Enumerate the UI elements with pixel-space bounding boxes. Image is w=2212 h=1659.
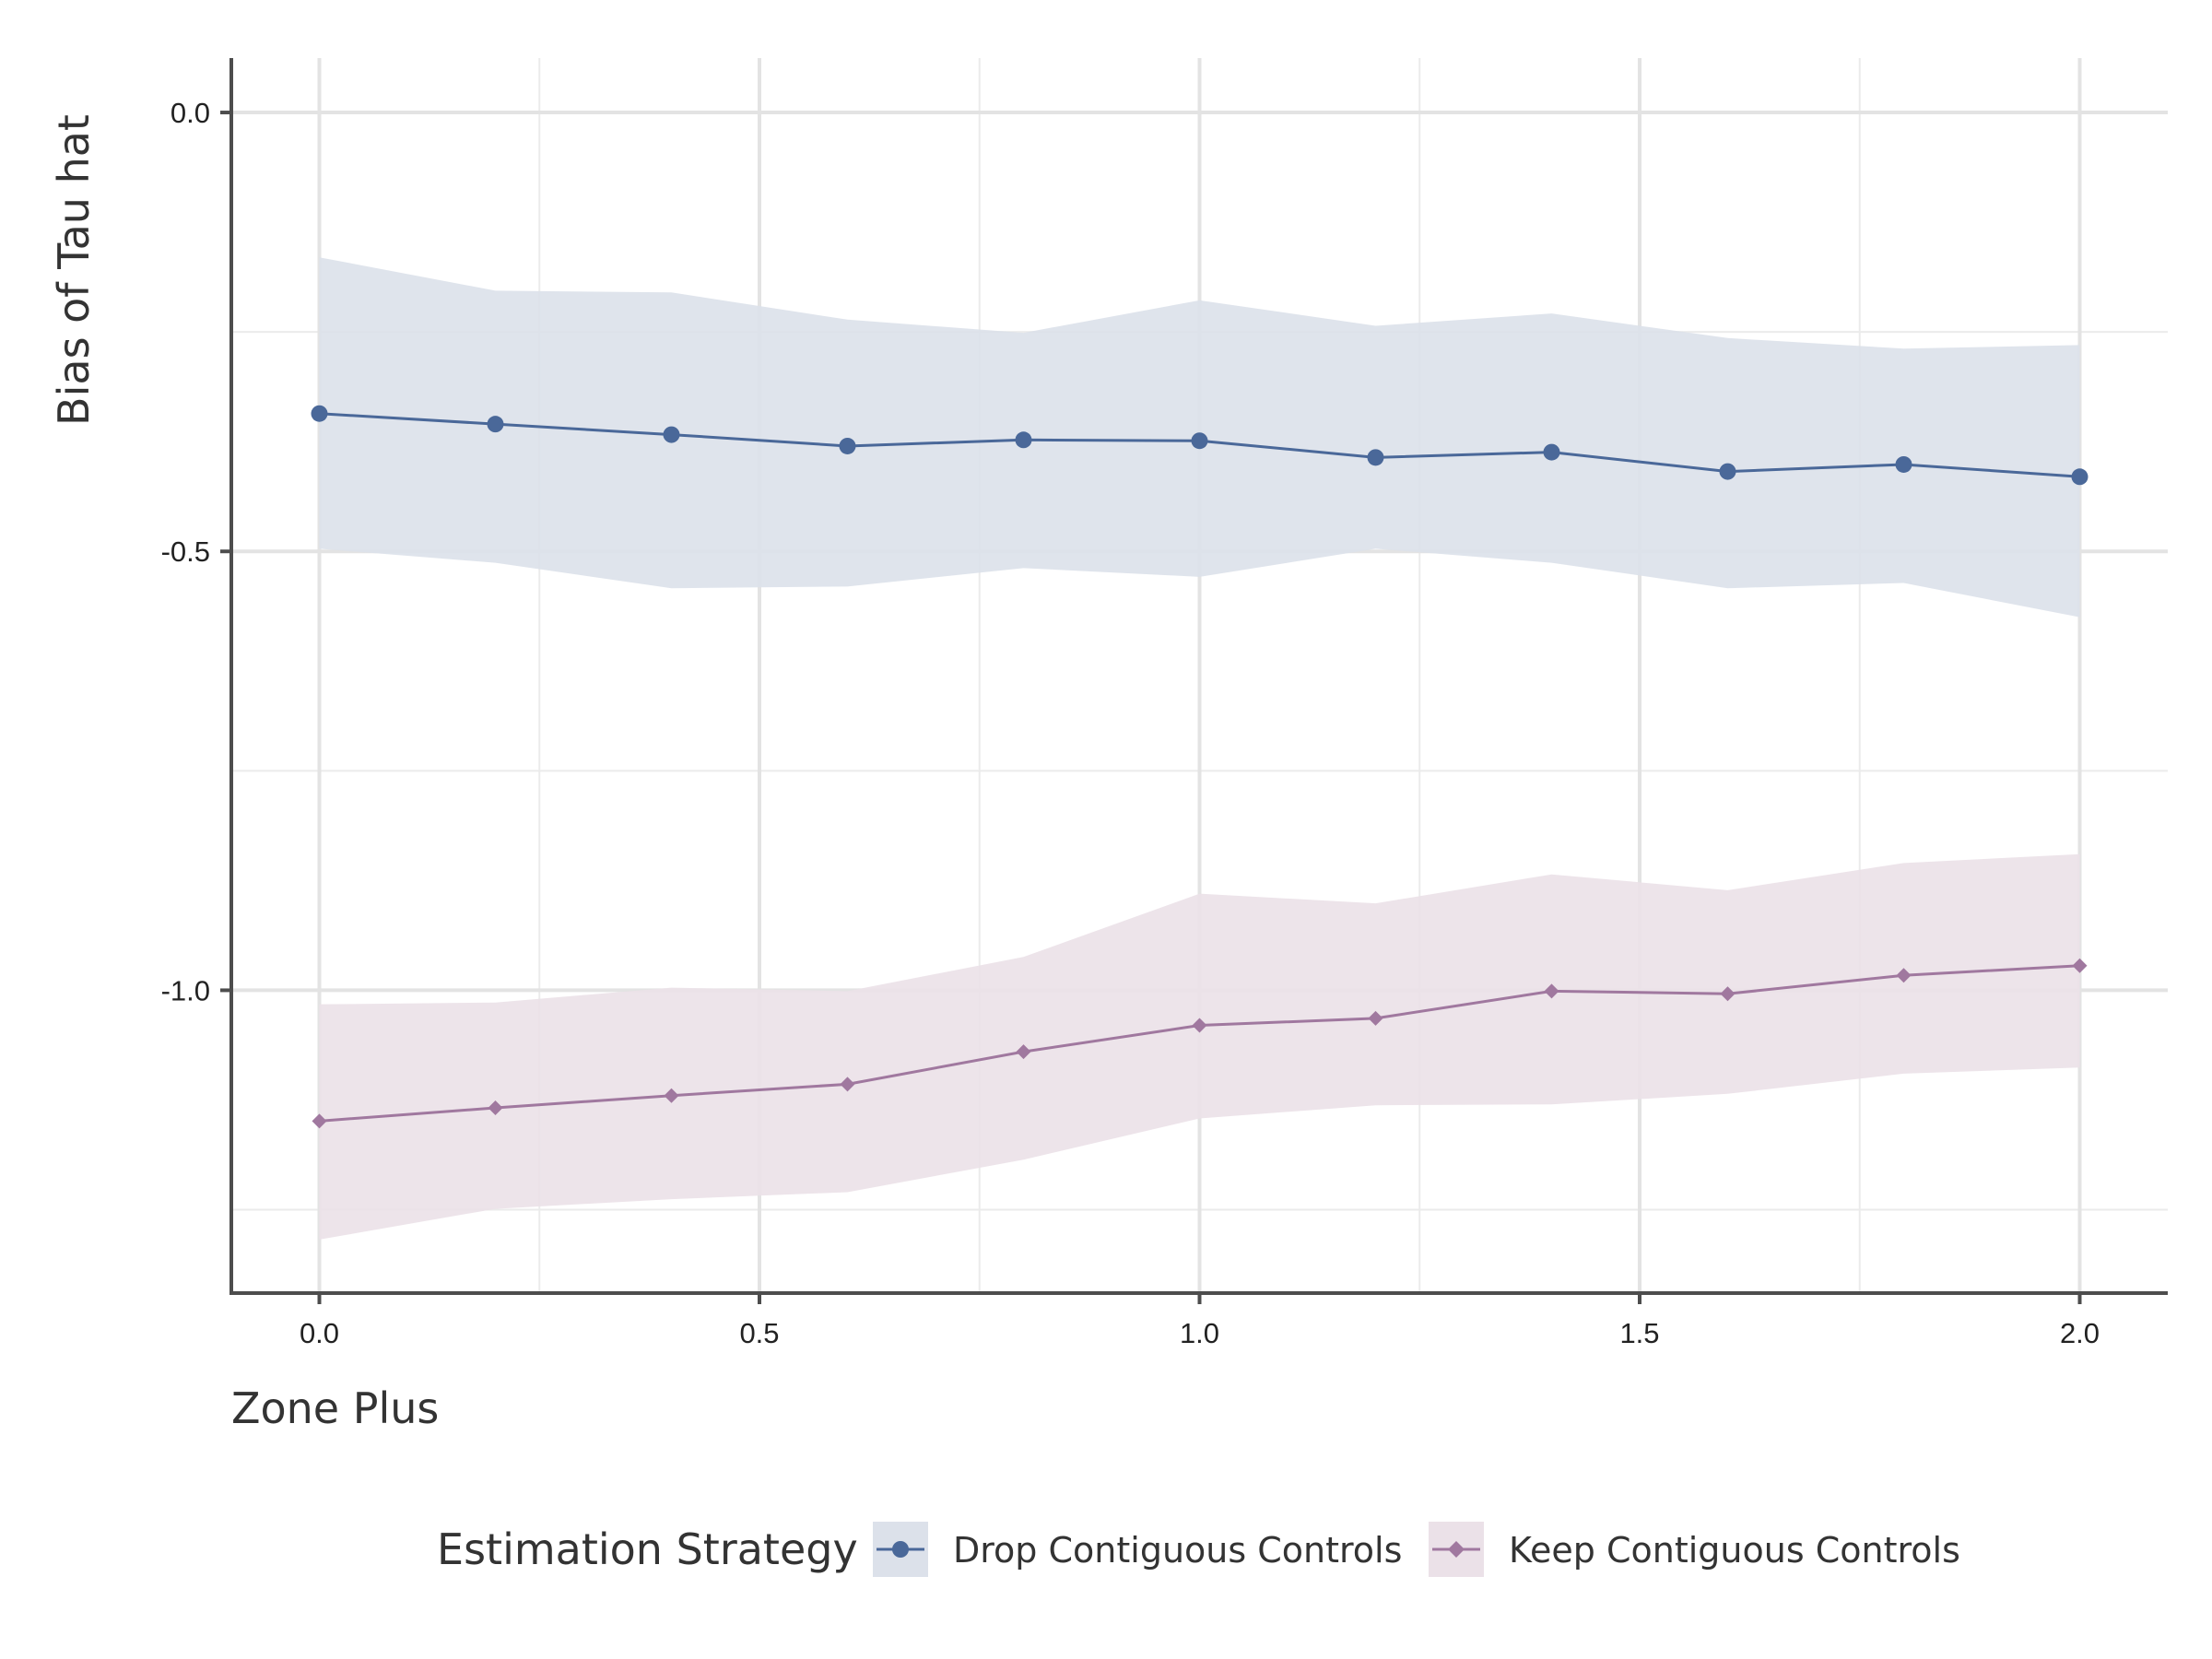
- data-point-0: [1895, 455, 1912, 473]
- data-point-0: [663, 426, 680, 443]
- data-point-1: [1368, 1010, 1383, 1026]
- data-point-1: [1544, 983, 1559, 999]
- legend: Estimation Strategy Drop Contiguous Cont…: [437, 1522, 1960, 1577]
- data-point-0: [1543, 443, 1560, 461]
- legend-item-drop: Drop Contiguous Controls: [873, 1522, 1402, 1577]
- legend-key-drop-marker: [892, 1541, 909, 1558]
- data-point-1: [488, 1100, 503, 1116]
- y-tick-label: -1.0: [161, 974, 210, 1006]
- data-point-1: [664, 1088, 679, 1103]
- legend-key-keep-marker: [1448, 1541, 1465, 1558]
- x-tick-label: 1.0: [1180, 1317, 1219, 1349]
- data-point-1: [312, 1113, 327, 1129]
- data-point-0: [487, 416, 504, 433]
- x-tick-label: 0.0: [300, 1317, 339, 1349]
- data-point-1: [1016, 1044, 1031, 1060]
- legend-label-drop: Drop Contiguous Controls: [953, 1530, 1402, 1571]
- data-point-1: [1720, 986, 1735, 1002]
- y-tick-label: 0.0: [171, 97, 210, 129]
- data-point-0: [1367, 449, 1384, 466]
- axis-ticks: [220, 111, 2082, 1304]
- x-axis-title: Zone Plus: [231, 1383, 439, 1433]
- data-point-0: [311, 405, 328, 422]
- data-point-0: [2071, 468, 2088, 486]
- tick-labels: 0.0 -0.5 -1.0 0.0 0.5 1.0 1.5 2.0: [161, 97, 2100, 1349]
- confidence-band-1: [319, 853, 2080, 1240]
- x-tick-label: 0.5: [739, 1317, 779, 1349]
- legend-item-keep: Keep Contiguous Controls: [1429, 1522, 1960, 1577]
- data-point-1: [2072, 958, 2088, 973]
- legend-label-keep: Keep Contiguous Controls: [1509, 1530, 1960, 1571]
- legend-title: Estimation Strategy: [437, 1524, 858, 1574]
- y-tick-label: -0.5: [161, 535, 210, 568]
- data-point-1: [840, 1077, 855, 1092]
- data-point-1: [1192, 1018, 1207, 1033]
- series-points: [311, 405, 2088, 1129]
- data-point-0: [1719, 463, 1736, 480]
- data-point-0: [1191, 432, 1208, 450]
- y-axis-title: Bias of Tau hat: [49, 114, 99, 426]
- x-tick-label: 2.0: [2060, 1317, 2100, 1349]
- data-point-0: [1015, 431, 1032, 449]
- data-point-1: [1896, 968, 1912, 983]
- x-tick-label: 1.5: [1619, 1317, 1659, 1349]
- data-point-0: [839, 437, 856, 454]
